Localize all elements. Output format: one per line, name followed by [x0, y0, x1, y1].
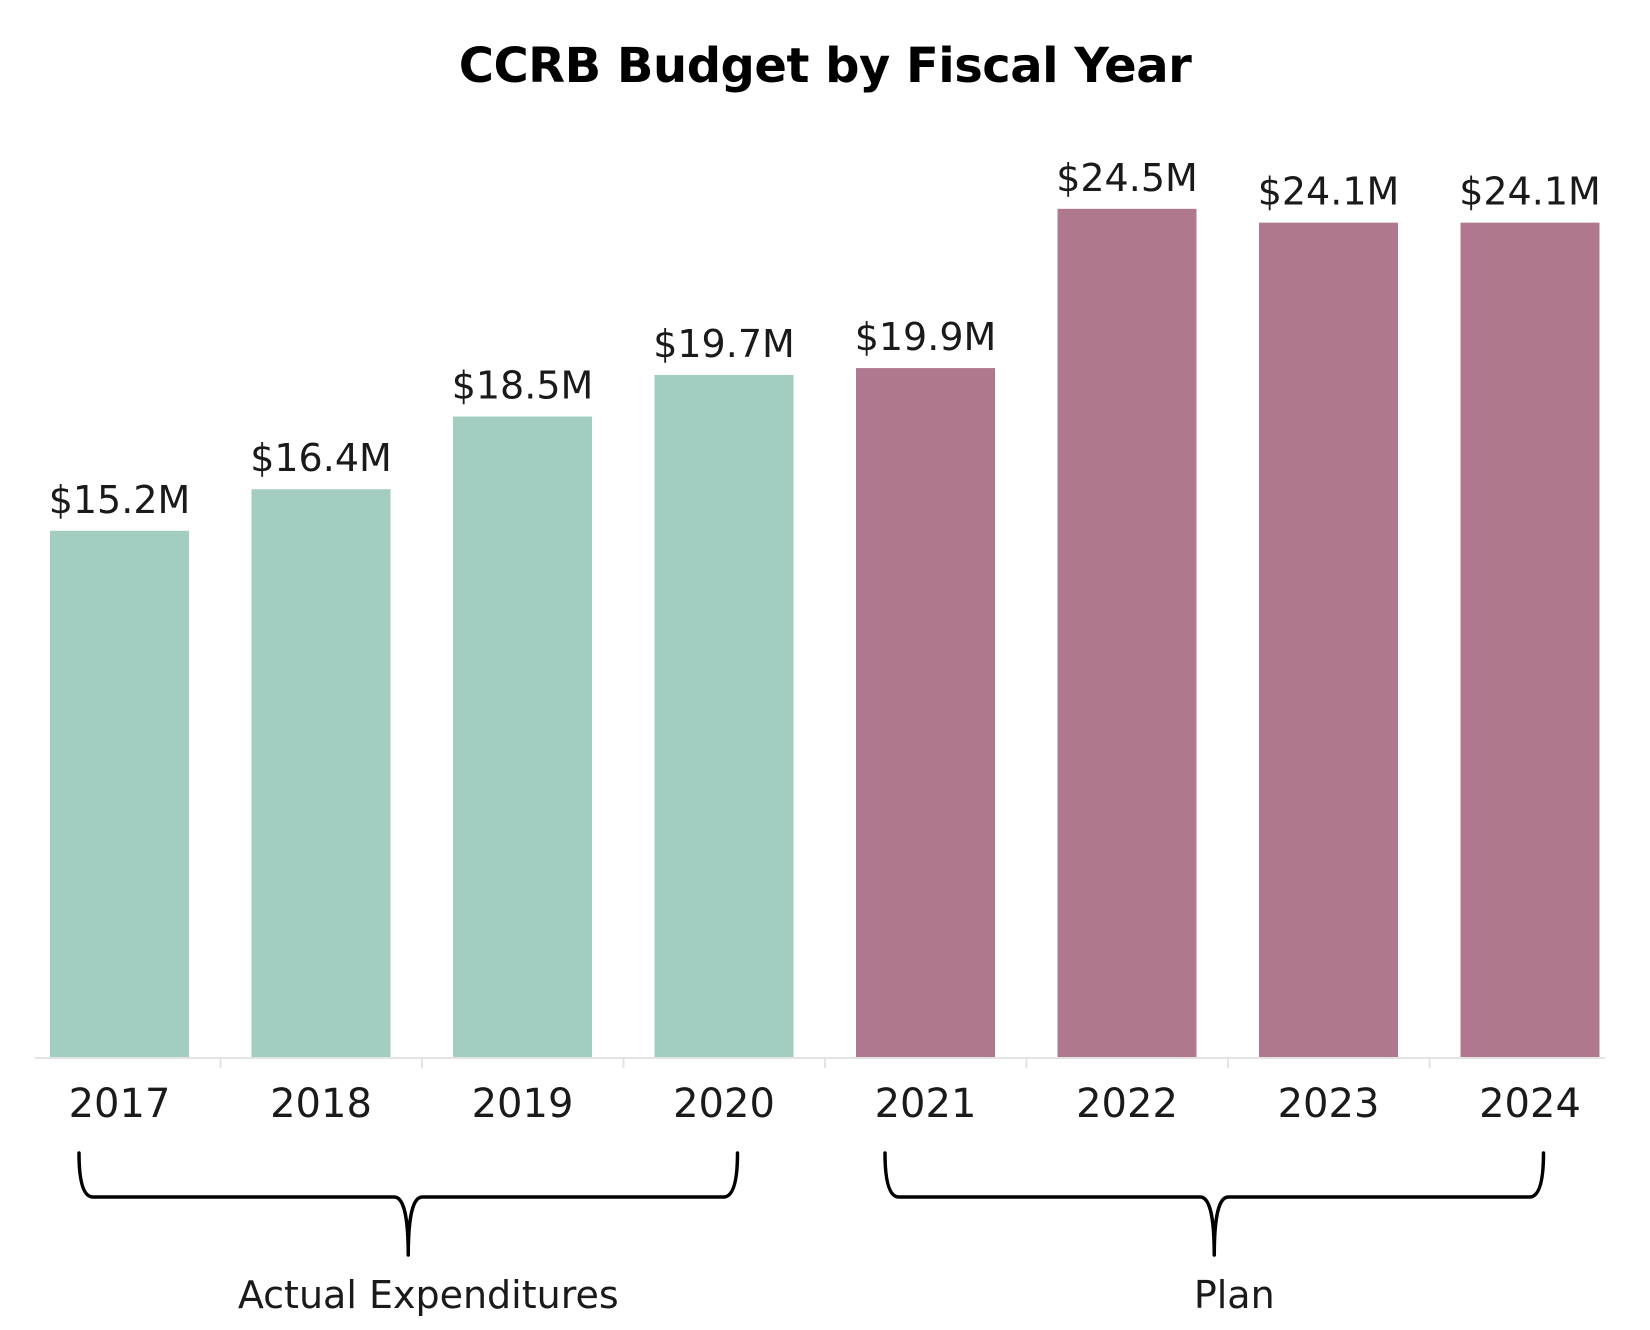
data-label-2021: $19.9M	[855, 315, 997, 359]
group-label-plan: Plan	[1194, 1273, 1275, 1317]
bar-2024	[1460, 222, 1600, 1057]
x-tick-label-2023: 2023	[1278, 1081, 1380, 1127]
bar-2017	[50, 530, 189, 1057]
bar-2021	[856, 368, 995, 1057]
data-label-2019: $18.5M	[452, 364, 594, 408]
bar-2022	[1057, 208, 1197, 1057]
data-label-2024: $24.1M	[1459, 170, 1601, 214]
bar-2020	[654, 374, 794, 1058]
data-label-2018: $16.4M	[250, 436, 392, 480]
bar-2018	[251, 489, 391, 1057]
chart-title: CCRB Budget by Fiscal Year	[458, 38, 1192, 94]
bar-2019	[453, 416, 592, 1057]
data-label-2017: $15.2M	[49, 478, 191, 522]
x-tick-label-2019: 2019	[472, 1081, 574, 1127]
data-label-2022: $24.5M	[1056, 156, 1198, 200]
x-tick-label-2017: 2017	[69, 1081, 171, 1127]
x-tick-label-2020: 2020	[673, 1081, 775, 1127]
x-tick-label-2021: 2021	[875, 1081, 977, 1127]
x-tick-label-2018: 2018	[270, 1081, 372, 1127]
group-bracket-actual-expenditures	[77, 1151, 740, 1257]
x-tick-label-2022: 2022	[1076, 1081, 1178, 1127]
data-label-2020: $19.7M	[653, 322, 795, 366]
data-label-2023: $24.1M	[1258, 170, 1400, 214]
group-label-actual-expenditures: Actual Expenditures	[238, 1273, 619, 1317]
group-bracket-plan	[883, 1151, 1546, 1257]
x-tick-label-2024: 2024	[1479, 1081, 1581, 1127]
bar-2023	[1259, 222, 1398, 1057]
